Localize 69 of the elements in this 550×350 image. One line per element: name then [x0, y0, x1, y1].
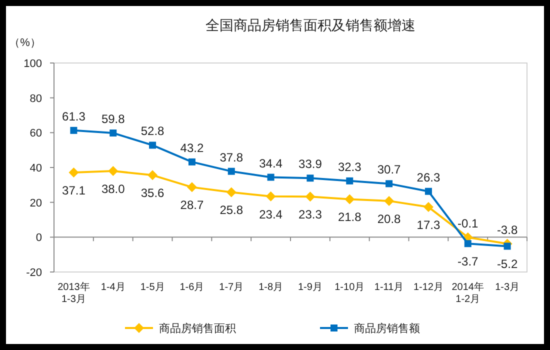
point: [504, 242, 511, 250]
data-label: 52.8: [140, 124, 165, 138]
point: [148, 170, 158, 180]
data-label: 59.8: [101, 112, 126, 126]
point: [464, 240, 472, 248]
point: [110, 130, 117, 137]
y-tick-label: 0: [36, 232, 42, 244]
point: [186, 182, 197, 192]
x-tick-label: 1-6月: [180, 282, 204, 293]
point: [346, 177, 354, 184]
point: [228, 168, 235, 175]
data-label: 25.8: [220, 203, 244, 218]
point: [70, 126, 78, 134]
data-label: 23.3: [298, 208, 322, 222]
data-label: -0.1: [458, 216, 479, 230]
data-label: -3.7: [458, 254, 479, 269]
data-label: 33.9: [298, 157, 322, 172]
y-tick-label: -20: [26, 267, 42, 279]
data-label: 35.6: [140, 186, 165, 200]
data-label: -3.8: [496, 222, 518, 237]
point: [149, 142, 156, 149]
legend-label: 商品房销售面积: [159, 322, 236, 335]
point: [384, 196, 394, 206]
data-label: 21.8: [338, 210, 362, 224]
data-label: 26.3: [416, 170, 440, 184]
x-tick-label: 1-9月: [298, 282, 322, 293]
y-tick-label: 20: [30, 197, 42, 210]
point: [266, 191, 276, 202]
x-tick-label: 1-5月: [140, 282, 165, 293]
chart-title: 全国商品房销售面积及销售额增速: [206, 17, 416, 33]
x-tick-label: 1-12月: [413, 282, 444, 293]
point: [226, 187, 236, 198]
x-tick-label: 1-3月: [495, 282, 520, 293]
data-label: 32.3: [338, 160, 362, 174]
x-tick-label: 1-10月: [334, 282, 365, 293]
point: [108, 166, 118, 176]
data-label: 17.3: [416, 218, 440, 232]
y-tick-label: 60: [30, 128, 42, 140]
point: [68, 168, 79, 178]
legend-label: 商品房销售额: [354, 322, 420, 335]
data-label: 30.7: [377, 162, 402, 177]
data-label: 43.2: [180, 140, 204, 155]
point: [267, 174, 274, 181]
point: [305, 192, 316, 202]
x-tick-label: 1-8月: [258, 282, 284, 293]
data-label: 37.1: [62, 184, 86, 198]
data-label: 34.4: [259, 156, 283, 170]
y-tick-label: 100: [24, 58, 42, 70]
point: [188, 158, 196, 166]
data-label: 20.8: [377, 212, 402, 226]
y-tick-label: 40: [30, 162, 42, 174]
x-tick-label: 1-11月: [374, 282, 404, 293]
point: [423, 202, 434, 212]
x-tick-label: 1-4月: [100, 282, 126, 293]
y-tick-label: 80: [30, 92, 42, 105]
data-label: 37.8: [220, 150, 244, 164]
point: [386, 180, 393, 188]
x-tick-label: 2014年 1-2月: [452, 281, 484, 305]
data-label: 61.3: [62, 109, 86, 124]
data-label: 28.7: [180, 198, 204, 212]
data-label: -5.2: [496, 257, 518, 272]
x-tick-label: 1-7月: [219, 282, 244, 293]
point: [344, 194, 355, 204]
y-axis-title: （%）: [9, 37, 41, 49]
point: [424, 188, 432, 195]
point: [306, 174, 314, 182]
data-label: 38.0: [101, 182, 126, 196]
x-tick-label: 2013年 1-3月: [58, 281, 90, 305]
data-label: 23.4: [259, 207, 283, 222]
